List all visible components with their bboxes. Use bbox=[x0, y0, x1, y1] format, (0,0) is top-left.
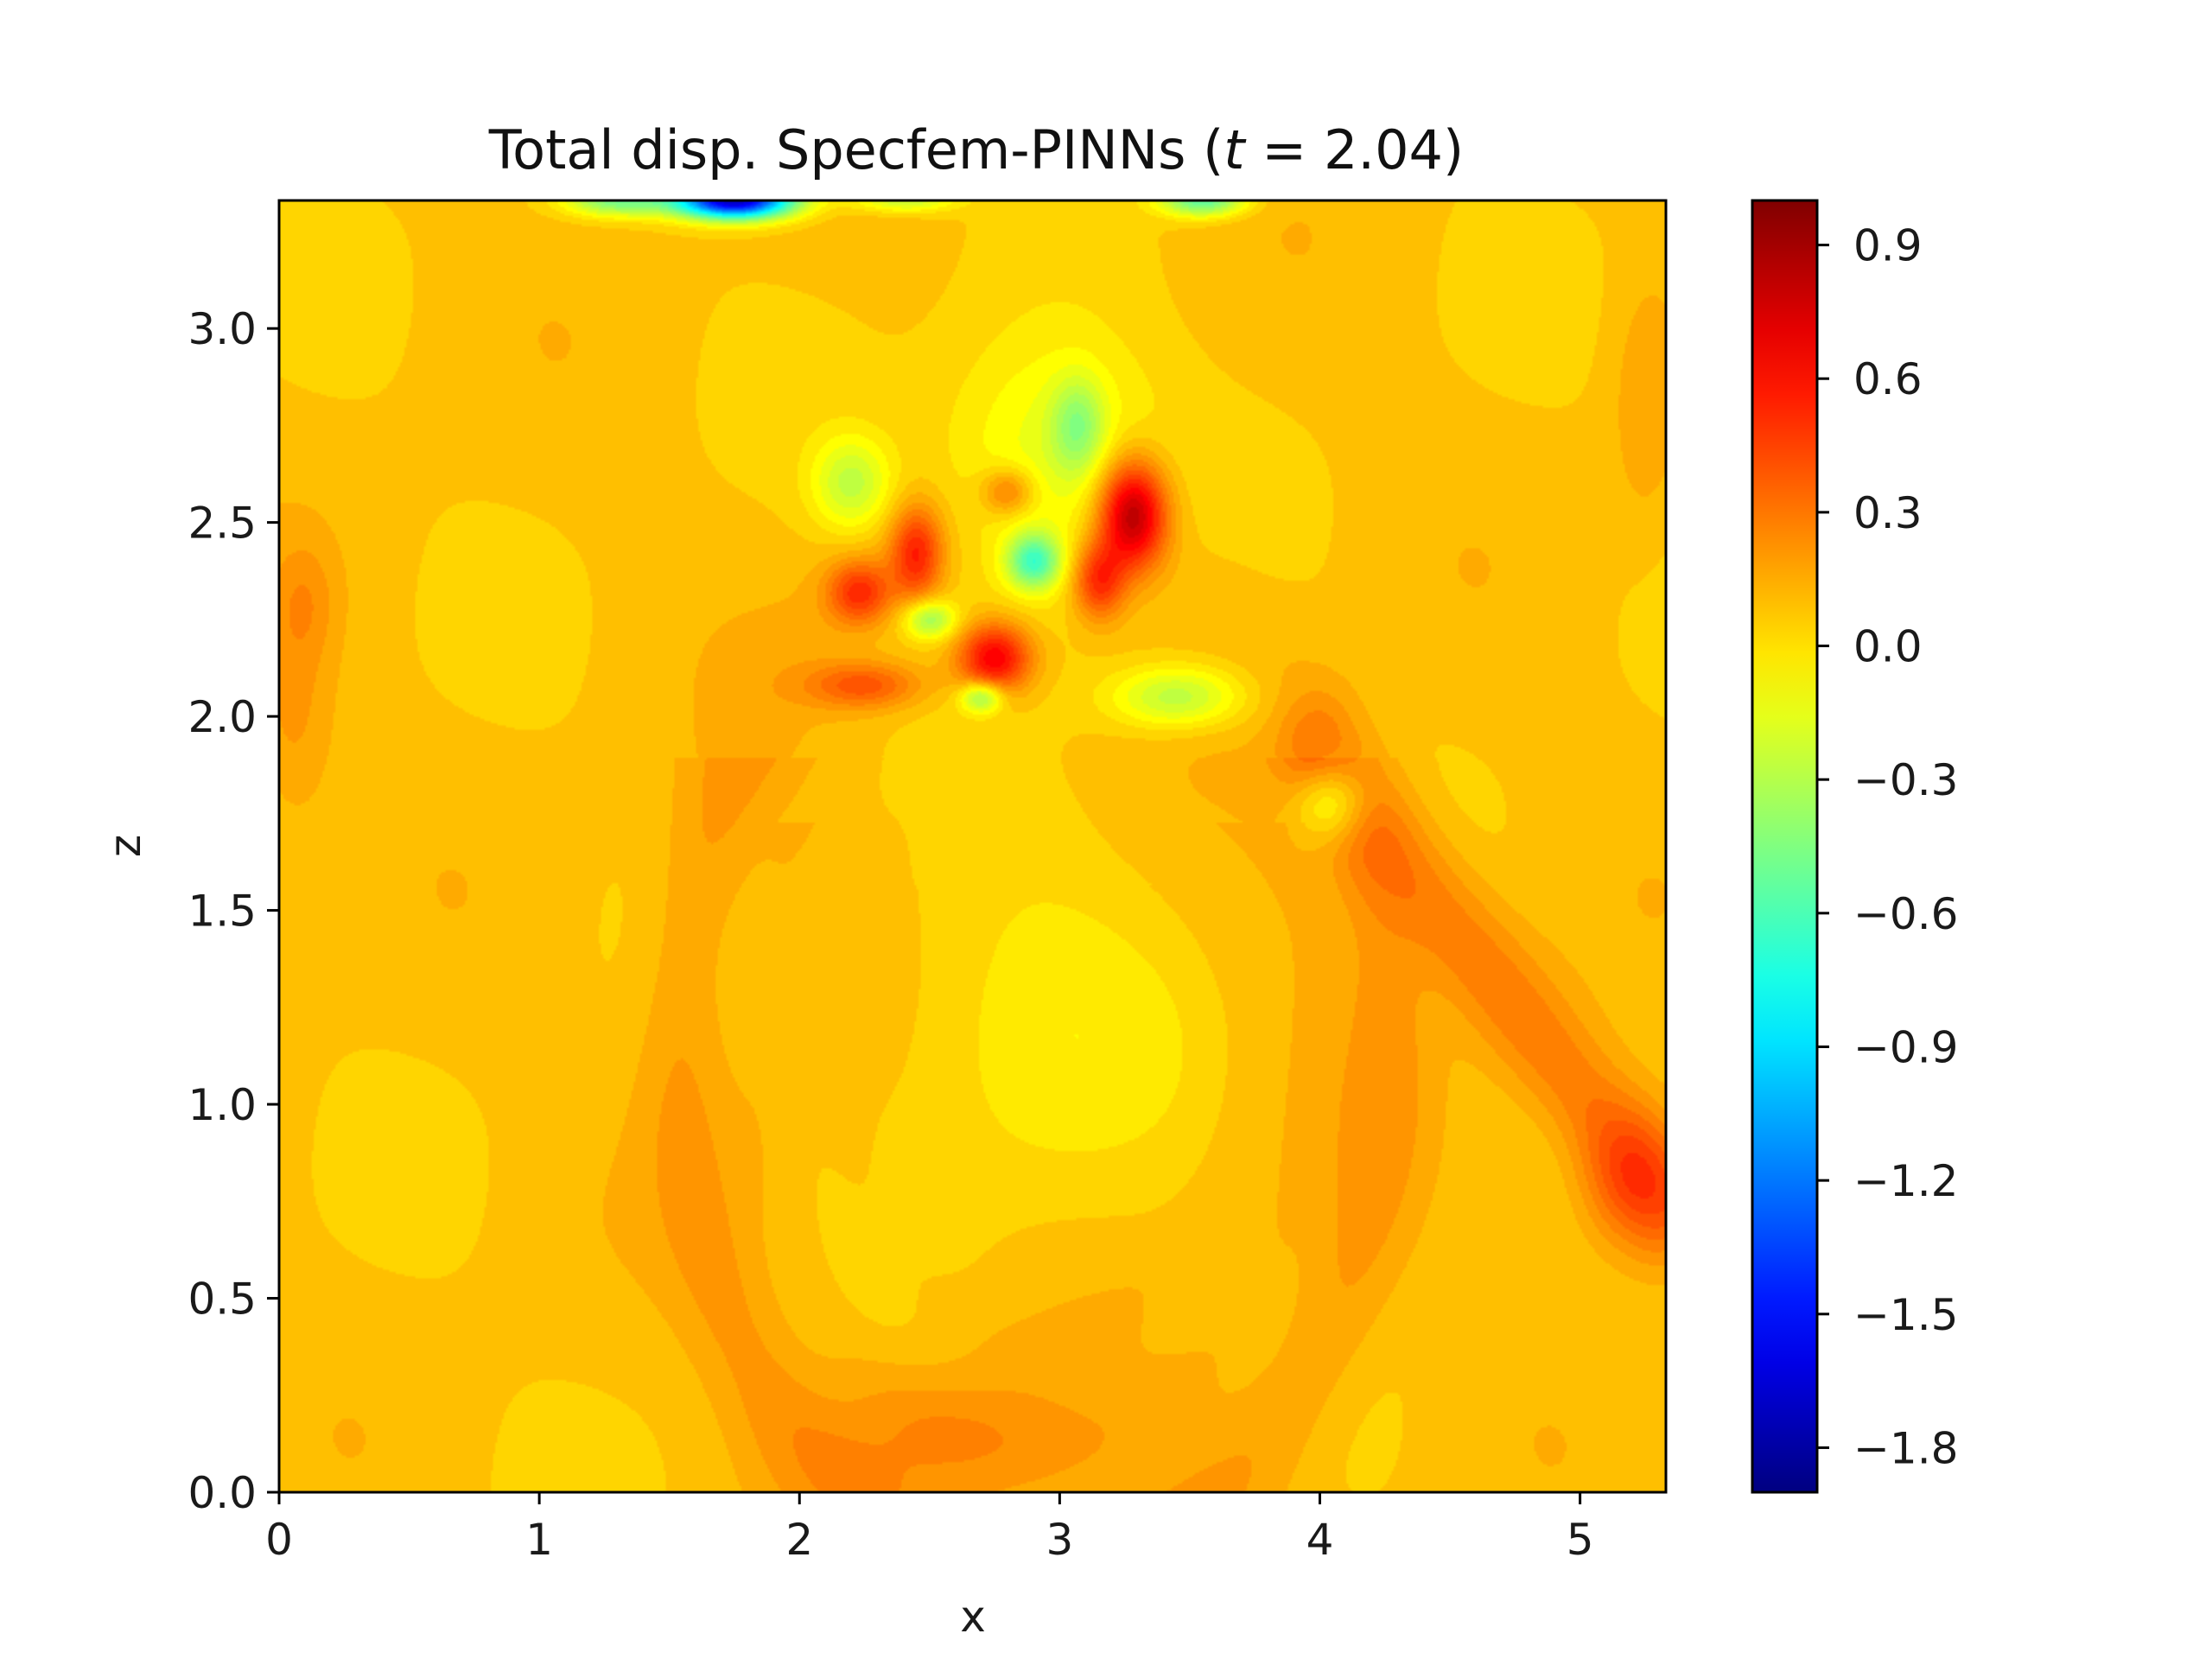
x-tick-label: 2 bbox=[785, 1515, 813, 1565]
colorbar-tick-label: 0.3 bbox=[1853, 488, 1923, 538]
x-axis: 0 1 2 3 4 5 bbox=[265, 1492, 1594, 1565]
chart-title-variable: t bbox=[1224, 118, 1247, 181]
chart-title-prefix: Total disp. Specfem-PINNs ( bbox=[488, 118, 1224, 181]
x-tick-label: 5 bbox=[1567, 1515, 1594, 1565]
x-tick-label: 0 bbox=[265, 1515, 293, 1565]
x-tick-label: 1 bbox=[525, 1515, 553, 1565]
plot-frame bbox=[277, 199, 1668, 1494]
colorbar-tick-label: 0.0 bbox=[1853, 622, 1923, 672]
y-tick-label: 3.0 bbox=[188, 304, 257, 354]
colorbar-tick-label: 0.6 bbox=[1853, 354, 1923, 404]
plot-area bbox=[277, 199, 1668, 1494]
chart-title-suffix: = 2.04) bbox=[1245, 118, 1465, 181]
colorbar-tick-label: −0.3 bbox=[1853, 755, 1958, 805]
colorbar-tick-label: −0.6 bbox=[1853, 889, 1958, 939]
x-tick-label: 3 bbox=[1046, 1515, 1073, 1565]
colorbar-tick-label: −1.8 bbox=[1853, 1423, 1958, 1473]
y-axis: 0.0 0.5 1.0 1.5 2.0 2.5 3.0 bbox=[188, 304, 279, 1518]
y-tick-label: 2.5 bbox=[188, 499, 257, 549]
colorbar-gradient bbox=[1752, 200, 1817, 1492]
x-tick-label: 4 bbox=[1306, 1515, 1334, 1565]
colorbar-ticks: 0.9 0.6 0.3 0.0 −0.3 −0.6 −0.9 −1.2 −1.5 −1.8 bbox=[1817, 221, 1958, 1473]
colorbar-tick-label: −1.2 bbox=[1853, 1156, 1958, 1206]
x-axis-label: x bbox=[960, 1592, 986, 1642]
y-tick-label: 0.0 bbox=[188, 1468, 257, 1518]
colorbar-frame bbox=[1751, 199, 1819, 1494]
chart-title: Total disp. Specfem-PINNs (t = 2.04) bbox=[488, 118, 1464, 181]
colorbar: 0.9 0.6 0.3 0.0 −0.3 −0.6 −0.9 −1.2 −1.5 −1.8 bbox=[1751, 199, 1958, 1494]
y-tick-label: 1.5 bbox=[188, 887, 257, 937]
colorbar-tick-label: −1.5 bbox=[1853, 1290, 1958, 1340]
heatmap-field bbox=[279, 200, 1666, 1492]
y-axis-label: z bbox=[100, 835, 150, 857]
colorbar-tick-label: 0.9 bbox=[1853, 221, 1923, 271]
y-tick-label: 0.5 bbox=[188, 1274, 257, 1325]
y-tick-label: 1.0 bbox=[188, 1080, 257, 1130]
colorbar-tick-label: −0.9 bbox=[1853, 1022, 1958, 1072]
y-tick-label: 2.0 bbox=[188, 692, 257, 742]
